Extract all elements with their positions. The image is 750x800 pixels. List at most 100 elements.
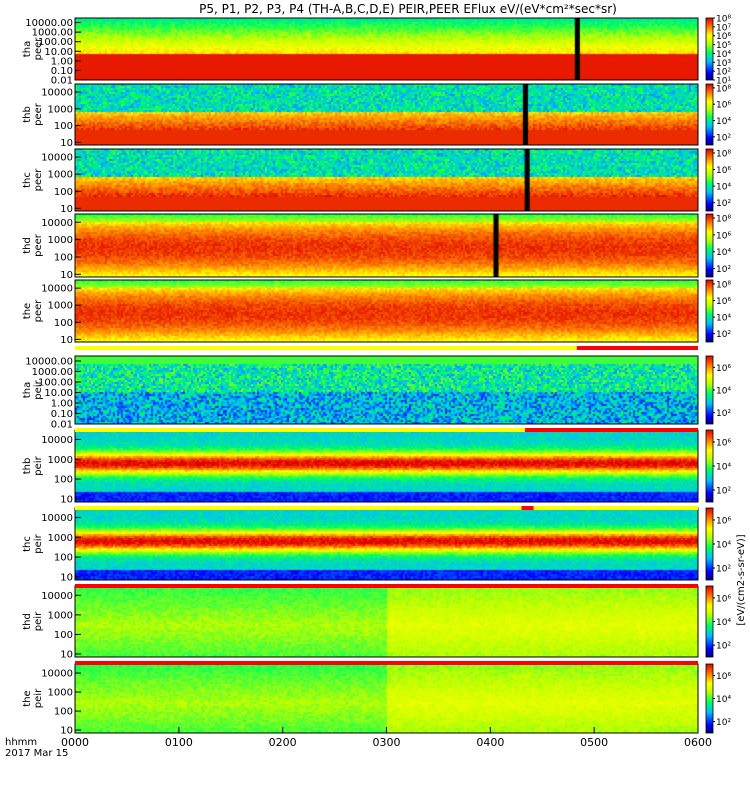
panel-probe-label: thd [22,613,33,630]
colorbar-tick-label: 10⁴ [716,248,731,258]
panel-probe-label: thc [22,172,33,188]
colorbar-tick-label: 10⁶ [716,517,731,527]
y-tick-label: 10000 [41,284,73,295]
y-tick-label: 10 [60,335,73,346]
x-axis-date: 2017 Mar 15 [5,748,68,759]
y-tick-label: 10.00 [44,47,73,58]
y-tick-label: 1.00 [51,399,73,410]
x-tick-label: 0400 [476,736,504,749]
colorbar-tick-label: 10⁴ [716,117,731,127]
panel-probe-label: the [22,303,33,319]
x-tick-label: 0000 [61,736,89,749]
colorbar [705,663,714,734]
spectrogram-image [75,664,698,733]
colorbar-tick-label: 10⁵ [716,41,731,51]
spectrogram-image [75,214,698,277]
colorbar-tick-label: 10⁶ [716,101,731,111]
colorbar-tick-label: 10² [716,330,731,340]
colorbar [705,213,714,278]
status-bar-segment [533,506,698,510]
spectrogram-panel-the-peir: the peir 10000 1000 100 10 10⁶ 10⁴ 10² [22,663,731,737]
chart-title: P5, P1, P2, P3, P4 (TH-A,B,C,D,E) PEIR,P… [199,2,617,16]
colorbar-tick-label: 10² [716,642,731,652]
y-tick-label: 100 [54,187,73,198]
status-bar-segment [75,661,698,665]
spectrogram-panel-thd-peer: thd peer 10000 1000 100 10 10⁸ 10⁶ 10⁴ 10² [22,213,731,281]
colorbar-tick-label: 10⁶ [716,672,731,682]
y-tick-label: 10000.00 [25,18,73,29]
x-tick-label: 0200 [269,736,297,749]
panel-frame [74,17,699,81]
panel-probe-label: thd [22,237,33,254]
y-tick-label: 10000 [41,88,73,99]
y-tick-label: 0.01 [51,76,73,87]
status-bar-segment [75,428,525,432]
spectrogram-panel-thb-peir: thb peir 10000 1000 100 10 10⁶ 10⁴ 10² [22,429,731,505]
y-tick-label: 1000 [48,455,73,466]
panel-probe-label: tha [22,382,33,398]
y-tick-label: 1000 [48,170,73,181]
colorbar-tick-label: 10⁶ [716,32,731,42]
colorbar-tick-label: 10² [716,199,731,209]
colorbar [705,17,714,81]
y-tick-label: 100 [54,121,73,132]
x-axis-label: hhmm [5,737,37,748]
colorbar-tick-label: 10⁴ [716,618,731,628]
colorbar-tick-label: 10⁷ [716,23,731,33]
colorbar-tick-label: 10² [716,265,731,275]
panel-probe-label: thb [22,106,33,123]
y-tick-label: 1000 [48,235,73,246]
y-tick-label: 100.00 [38,37,73,48]
panel-species-label: peir [33,688,44,708]
panel-species-label: peir [33,455,44,475]
y-tick-label: 10 [60,726,73,737]
panel-probe-label: thb [22,458,33,475]
spectrogram-panel-thd-peir: thd peir 10000 1000 100 10 10⁶ 10⁴ 10² [22,585,731,660]
spectrogram-image [75,586,698,657]
spectrogram-panel-tha-peer: tha peer 10000.001000.00100.0010.001.000.1… [22,15,731,87]
y-tick-label: 1.00 [51,56,73,67]
colorbar-tick-label: 10⁶ [716,594,731,604]
y-tick-label: 0.10 [51,66,73,77]
colorbar-tick-label: 10⁶ [716,364,731,374]
y-tick-label: 10000 [41,513,73,524]
panel-probe-label: tha [22,41,33,57]
panel-species-label: peer [33,37,44,61]
colorbar [705,355,714,425]
colorbar [705,279,714,343]
colorbar-tick-label: 10⁴ [716,387,731,397]
panel-species-label: peer [33,299,44,323]
spectrogram-image [75,18,698,80]
status-bar-segment [576,346,698,350]
y-tick-label: 1000.00 [32,28,73,39]
colorbar-tick-label: 10⁶ [716,166,731,176]
colorbar-tick-label: 10² [716,718,731,728]
panel-frame [74,148,699,212]
colorbar-tick-label: 10¹ [716,77,731,87]
y-tick-label: 1000 [48,533,73,544]
colorbar [705,585,714,658]
colorbar-tick-label: 10² [716,133,731,143]
x-tick-label: 0300 [373,736,401,749]
spectrogram-image [75,430,698,502]
spectrogram-image [75,84,698,145]
colorbar-tick-label: 10⁶ [716,297,731,307]
status-bar-segment [521,506,534,510]
y-tick-label: 1000 [48,610,73,621]
panel-species-label: peir [33,379,44,399]
y-tick-label: 100 [54,707,73,718]
status-bar-segment [524,428,698,432]
colorbar-tick-label: 10⁴ [716,183,731,193]
status-bar-segment [75,584,698,588]
colorbar-tick-label: 10⁶ [716,439,731,449]
y-tick-label: 100 [54,553,73,564]
colorbar-tick-label: 10⁴ [716,50,731,60]
x-tick-label: 0600 [684,736,712,749]
y-tick-label: 10 [60,494,73,505]
x-tick-label: 0100 [165,736,193,749]
y-tick-label: 10000 [41,218,73,229]
panel-frame [74,355,699,425]
colorbar-tick-label: 10⁶ [716,231,731,241]
colorbar-tick-label: 10² [716,487,731,497]
